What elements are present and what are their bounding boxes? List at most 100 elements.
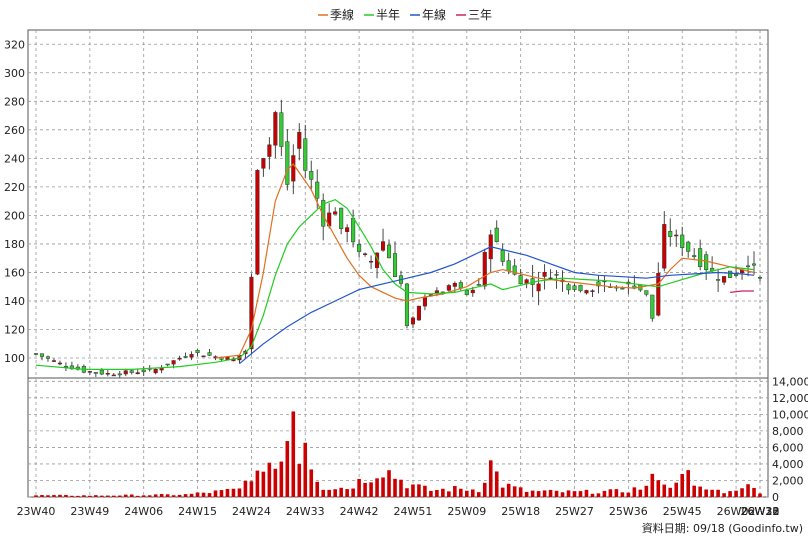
price-tick-label: 240 bbox=[4, 152, 25, 165]
volume-bar bbox=[518, 487, 523, 497]
volume-bar bbox=[219, 490, 224, 497]
candle-body bbox=[578, 284, 583, 292]
volume-bar bbox=[351, 488, 355, 497]
volume-bar bbox=[321, 489, 326, 497]
volume-bar bbox=[644, 485, 649, 497]
year-ma-line bbox=[239, 246, 755, 365]
volume-bar bbox=[123, 494, 128, 497]
candle-body bbox=[333, 211, 338, 215]
candle-body bbox=[668, 231, 673, 237]
volume-bar bbox=[453, 486, 457, 497]
volume-bar bbox=[141, 495, 146, 497]
volume-bar bbox=[159, 494, 164, 497]
volume-bar bbox=[297, 463, 302, 497]
candle-body bbox=[751, 263, 757, 266]
candle-body bbox=[674, 234, 679, 237]
volume-bar bbox=[506, 483, 511, 497]
candle-body bbox=[87, 371, 92, 373]
candle-body bbox=[201, 355, 206, 358]
candle-body bbox=[309, 171, 314, 180]
candle-body bbox=[363, 253, 368, 255]
volume-bar bbox=[429, 490, 433, 497]
candle-body bbox=[189, 354, 194, 358]
volume-tick-label: 2,000 bbox=[772, 474, 804, 487]
candle-body bbox=[39, 353, 45, 357]
price-tick-label: 220 bbox=[4, 181, 25, 194]
volume-plot-area bbox=[27, 377, 769, 498]
volume-bar bbox=[680, 474, 685, 497]
volume-bar bbox=[387, 470, 391, 497]
volume-bar bbox=[153, 494, 158, 497]
candle-body bbox=[285, 141, 290, 185]
candle-body bbox=[105, 373, 110, 375]
volume-bar bbox=[285, 441, 290, 497]
volume-bar bbox=[542, 490, 547, 497]
three-year-ma-line bbox=[730, 290, 754, 293]
candle-body bbox=[255, 170, 260, 275]
candle-body bbox=[345, 227, 350, 232]
candle-body bbox=[650, 294, 655, 319]
volume-bar bbox=[668, 487, 673, 497]
candle-body bbox=[57, 362, 62, 365]
x-tick-label: 24W42 bbox=[340, 505, 379, 518]
candle-body bbox=[357, 243, 362, 252]
candle-body bbox=[249, 276, 254, 350]
volume-bar bbox=[399, 479, 403, 497]
volume-bar bbox=[315, 481, 320, 497]
candle-body bbox=[680, 234, 685, 248]
candle-body bbox=[757, 276, 763, 279]
candle-body bbox=[386, 244, 392, 259]
price-tick-label: 120 bbox=[4, 324, 25, 337]
volume-bar bbox=[608, 489, 613, 497]
volume-bar bbox=[441, 488, 445, 497]
candle-body bbox=[590, 290, 595, 292]
volume-bar bbox=[710, 489, 714, 497]
volume-bar bbox=[195, 492, 200, 497]
volume-bar bbox=[602, 490, 607, 497]
candle-body bbox=[45, 356, 51, 359]
volume-bar bbox=[626, 492, 631, 497]
candle-body bbox=[123, 370, 128, 375]
x-axis: 23W40 23W49 24W06 24W15 24W24 24W33 24W42 24W51… bbox=[17, 505, 780, 518]
candle-body bbox=[279, 112, 284, 147]
candle-body bbox=[512, 265, 517, 275]
volume-bar bbox=[34, 495, 38, 497]
candle-body bbox=[698, 248, 703, 267]
volume-bar bbox=[303, 442, 308, 497]
candle-body bbox=[536, 283, 541, 292]
price-plot-area bbox=[27, 29, 769, 379]
volume-bar bbox=[740, 488, 744, 497]
candle-body bbox=[745, 265, 751, 268]
candle-body bbox=[303, 138, 308, 171]
volume-tick-label: 6,000 bbox=[772, 441, 804, 454]
candle-body bbox=[177, 357, 182, 360]
volume-bar bbox=[369, 482, 373, 497]
volume-bar bbox=[482, 482, 487, 497]
volume-bar bbox=[459, 488, 463, 497]
volume-bar bbox=[261, 471, 266, 497]
volume-bar bbox=[704, 489, 708, 497]
volume-bar bbox=[620, 492, 625, 497]
candle-body bbox=[267, 144, 272, 157]
price-tick-label: 100 bbox=[4, 352, 25, 365]
candle-body bbox=[195, 349, 200, 353]
volume-bar bbox=[465, 490, 469, 497]
candle-body bbox=[704, 254, 709, 270]
x-tick-label: 26W02 bbox=[717, 505, 756, 518]
volume-bar bbox=[554, 490, 559, 497]
volume-bar bbox=[722, 493, 726, 497]
volume-bar bbox=[106, 495, 110, 497]
volume-bar bbox=[638, 489, 643, 497]
x-tick-label: 24W24 bbox=[232, 505, 271, 518]
volume-bar bbox=[596, 493, 601, 497]
candle-body bbox=[566, 284, 571, 291]
volume-bar bbox=[165, 494, 170, 497]
candle-body bbox=[572, 285, 577, 290]
volume-bar bbox=[82, 495, 86, 497]
candle-body bbox=[686, 241, 691, 252]
candle-body bbox=[470, 289, 475, 294]
candle-body bbox=[722, 276, 727, 283]
volume-bar bbox=[488, 460, 493, 497]
chart-legend: 季線 半年 年線 三年 bbox=[318, 7, 492, 22]
volume-bar bbox=[231, 488, 236, 497]
